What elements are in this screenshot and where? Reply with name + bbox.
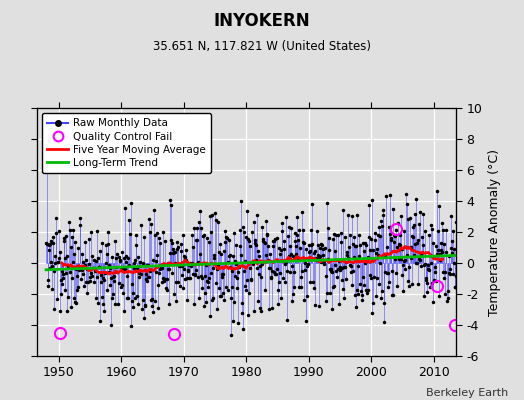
Y-axis label: Temperature Anomaly (°C): Temperature Anomaly (°C) (488, 148, 501, 316)
Text: Berkeley Earth: Berkeley Earth (426, 388, 508, 398)
Legend: Raw Monthly Data, Quality Control Fail, Five Year Moving Average, Long-Term Tren: Raw Monthly Data, Quality Control Fail, … (42, 113, 211, 173)
Text: INYOKERN: INYOKERN (214, 12, 310, 30)
Text: 35.651 N, 117.821 W (United States): 35.651 N, 117.821 W (United States) (153, 40, 371, 53)
